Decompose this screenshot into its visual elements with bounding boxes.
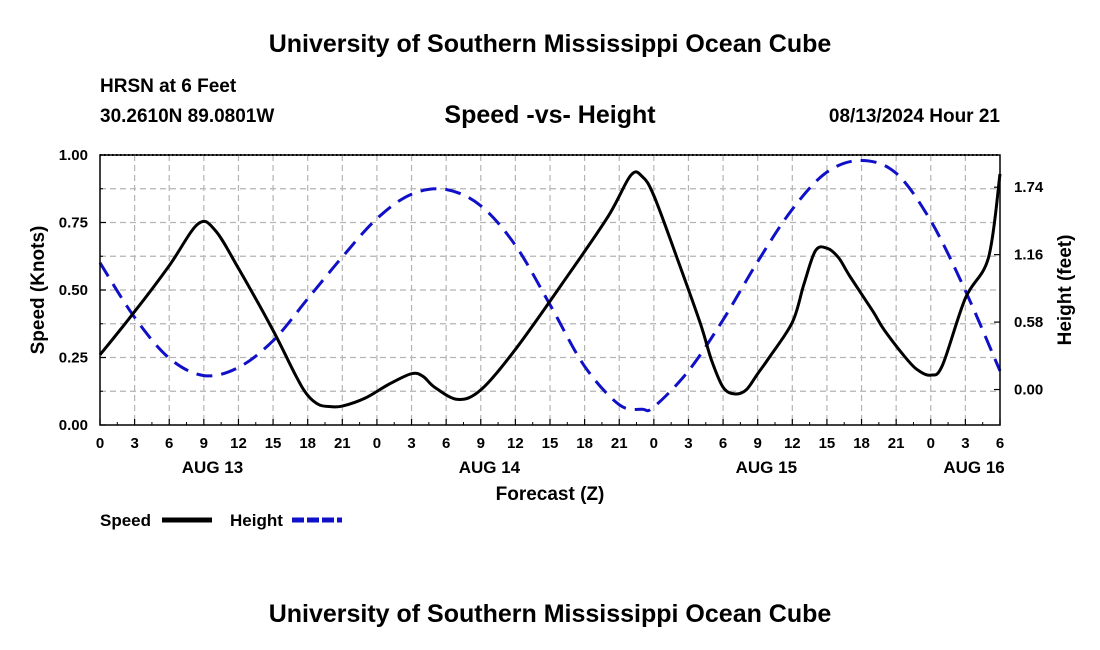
y2-tick-label: 1.74: [1014, 179, 1044, 196]
footer-title: University of Southern Mississippi Ocean…: [268, 600, 832, 628]
x-tick-label: 6: [996, 435, 1004, 452]
x-tick-label: 0: [650, 435, 658, 452]
x-tick-label: 12: [507, 435, 524, 452]
x-tick-label: 9: [200, 435, 208, 452]
y2-tick-label: 1.16: [1014, 247, 1043, 264]
x-tick-label: 3: [961, 435, 969, 452]
x-tick-label: 0: [373, 435, 381, 452]
legend: Speed Height: [100, 511, 342, 530]
x-tick-label: 9: [754, 435, 762, 452]
axes-layer: 0 3 6 9 12 15 18 21 0 3 6 9 12 15 18 21 0 3 6 9 12 15 18 21 0 3 6 0…: [59, 147, 1044, 477]
x-tick-label: 18: [576, 435, 593, 452]
x-tick-label: 15: [265, 435, 282, 452]
chart-subtitle: Speed -vs- Height: [444, 101, 656, 129]
x-tick-label: 15: [819, 435, 836, 452]
forecast-datetime: 08/13/2024 Hour 21: [828, 106, 1000, 127]
day-label: AUG 16: [943, 458, 1004, 477]
station-label: HRSN at 6 Feet: [100, 76, 237, 97]
x-tick-label: 6: [719, 435, 727, 452]
day-label: AUG 15: [736, 458, 797, 477]
x-tick-label: 6: [442, 435, 450, 452]
x-tick-label: 18: [299, 435, 316, 452]
x-tick-label: 12: [784, 435, 801, 452]
y-tick-label: 0.50: [59, 282, 88, 299]
main-title: University of Southern Mississippi Ocean…: [268, 30, 832, 58]
day-label: AUG 14: [459, 458, 521, 477]
y-tick-label: 0.75: [59, 215, 88, 232]
x-tick-label: 21: [611, 435, 628, 452]
y-tick-label: 0.25: [59, 350, 88, 367]
x-tick-label: 12: [230, 435, 247, 452]
x-tick-label: 9: [477, 435, 485, 452]
day-label: AUG 13: [182, 458, 243, 477]
x-tick-label: 21: [334, 435, 351, 452]
speed-series-line: [98, 170, 1002, 409]
y2-tick-label: 0.00: [1014, 382, 1043, 399]
y2-tick-label: 0.58: [1014, 314, 1043, 331]
x-axis-title: Forecast (Z): [496, 484, 605, 505]
y-tick-label: 0.00: [59, 417, 88, 434]
y-tick-label: 1.00: [59, 147, 88, 164]
x-tick-label: 0: [927, 435, 935, 452]
x-tick-label: 3: [130, 435, 138, 452]
grid-layer: [100, 155, 1000, 425]
x-tick-label: 21: [888, 435, 905, 452]
legend-height-label: Height: [230, 511, 283, 530]
x-tick-label: 3: [407, 435, 415, 452]
x-tick-label: 18: [853, 435, 870, 452]
y-axis-title: Speed (Knots): [28, 226, 49, 355]
x-tick-label: 0: [96, 435, 104, 452]
x-tick-label: 6: [165, 435, 173, 452]
series-layer: [98, 158, 1002, 413]
y2-axis-title: Height (feet): [1055, 235, 1076, 346]
x-tick-label: 15: [542, 435, 559, 452]
legend-speed-label: Speed: [100, 511, 151, 530]
height-series-line: [98, 158, 1002, 413]
coordinates-label: 30.2610N 89.0801W: [100, 106, 275, 127]
x-tick-label: 3: [684, 435, 692, 452]
